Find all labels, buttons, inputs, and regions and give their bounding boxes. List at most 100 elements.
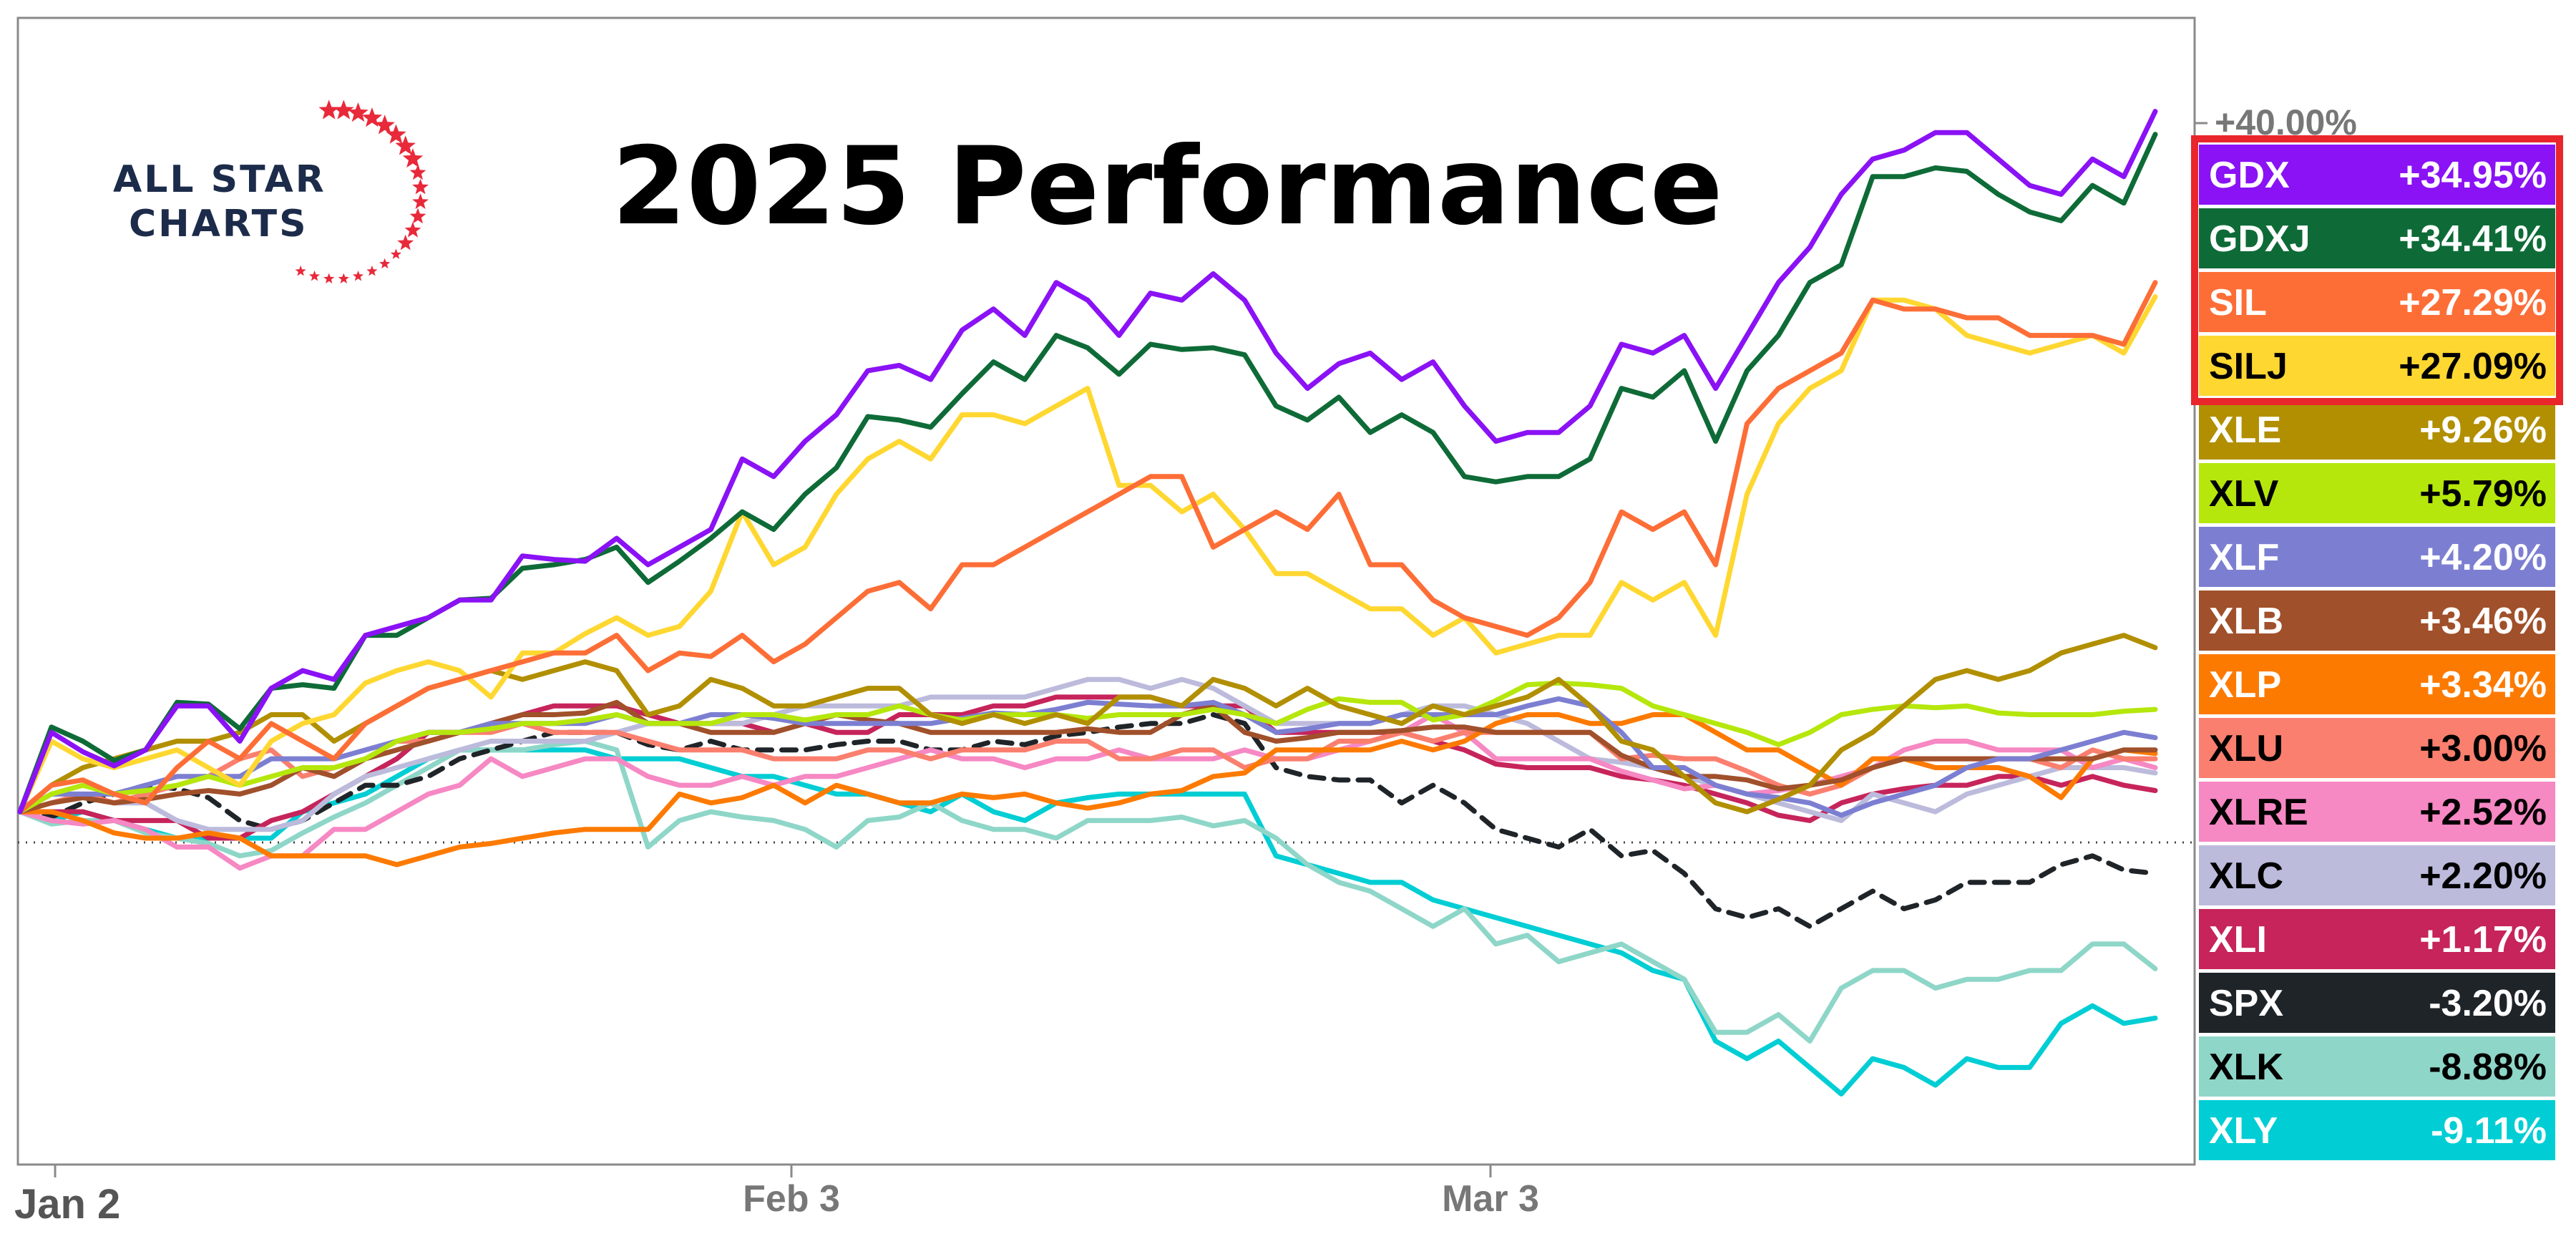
legend-swatch-xlu (2199, 718, 2555, 778)
legend-item-sil: SIL +27.29% (2199, 272, 2555, 332)
legend-value-xly: -9.11% (2431, 1110, 2547, 1152)
legend-swatch-xlf (2199, 527, 2555, 587)
legend-name-xli: XLI (2209, 919, 2267, 961)
series-line-gdx (17, 109, 2158, 815)
legend-swatch-sil (2199, 272, 2555, 332)
logo-star (352, 271, 364, 281)
legend-name-xlf: XLF (2209, 537, 2279, 578)
legend-name-silj: SILJ (2209, 346, 2288, 387)
legend-swatch-silj (2199, 336, 2555, 396)
logo-star (338, 273, 349, 283)
legend-item-spx: SPX -3.20% (2199, 973, 2555, 1033)
logo: ALL STAR CHARTS (113, 99, 429, 283)
legend-name-gdx: GDX (2209, 155, 2290, 196)
legend-name-xlk: XLK (2209, 1046, 2283, 1088)
legend-swatch-xlre (2199, 782, 2555, 842)
series-line-xlp (17, 712, 2158, 868)
legend-value-xlv: +5.79% (2419, 473, 2547, 515)
legend-highlight-box (2191, 135, 2563, 405)
legend-value-xle: +9.26% (2419, 409, 2547, 451)
legend-name-sil: SIL (2209, 282, 2267, 324)
legend-value-xlb: +3.46% (2419, 601, 2547, 642)
series-line-sil (17, 280, 2158, 815)
series-line-xly (17, 747, 2158, 1097)
series-line-xli (17, 694, 2158, 841)
legend-swatch-xlv (2199, 463, 2555, 523)
series-line-spx (17, 712, 2158, 929)
logo-star (361, 107, 383, 127)
logo-star (295, 265, 306, 276)
legend-swatch-xly (2199, 1100, 2555, 1160)
series-line-xlf (17, 696, 2158, 818)
series-line-xlv (17, 680, 2158, 815)
legend-item-xlre: XLRE +2.52% (2199, 782, 2555, 842)
logo-star (386, 124, 406, 144)
legend-name-xlp: XLP (2209, 664, 2281, 706)
logo-star (409, 208, 426, 224)
series-line-silj (17, 293, 2158, 815)
legend-name-gdxj: GDXJ (2209, 218, 2311, 260)
legend-value-xli: +1.17% (2419, 919, 2547, 961)
legend-name-xlv: XLV (2209, 473, 2279, 515)
legend-item-gdxj: GDXJ +34.41% (2199, 208, 2555, 268)
legend-swatch-xle (2199, 399, 2555, 460)
logo-star (402, 148, 424, 168)
logo-star (395, 135, 416, 155)
logo-star-ring (295, 99, 429, 283)
logo-star (409, 164, 426, 180)
legend-value-spx: -3.20% (2429, 983, 2547, 1024)
chart-title: 2025 Performance (612, 125, 1723, 249)
logo-star (404, 221, 421, 238)
x-axis: Jan 2 Feb 3 Mar 3 (14, 1165, 1539, 1228)
legend-swatch-xlk (2199, 1036, 2555, 1097)
logo-star (397, 234, 414, 251)
x-tick-label-mar: Mar 3 (1442, 1178, 1539, 1220)
logo-star (348, 102, 369, 122)
legend-value-xlc: +2.20% (2419, 855, 2547, 897)
legend-item-gdx: GDX +34.95% (2199, 145, 2555, 205)
legend-item-xlf: XLF +4.20% (2199, 527, 2555, 587)
legend-swatch-gdxj (2199, 208, 2555, 268)
logo-star (374, 115, 395, 135)
legend-value-xlf: +4.20% (2419, 537, 2547, 578)
legend-value-silj: +27.09% (2399, 346, 2547, 387)
legend-name-xlc: XLC (2209, 855, 2283, 897)
legend-item-xlv: XLV +5.79% (2199, 463, 2555, 523)
x-tick-label-jan: Jan 2 (14, 1181, 120, 1228)
legend-value-xlre: +2.52% (2419, 792, 2547, 833)
legend-name-xlb: XLB (2209, 601, 2283, 642)
logo-line-2: CHARTS (129, 203, 308, 246)
legend-name-xlu: XLU (2209, 728, 2283, 769)
legend-item-xlc: XLC +2.20% (2199, 845, 2555, 905)
legend-value-xlk: -8.88% (2429, 1046, 2547, 1088)
logo-star (318, 99, 339, 120)
legend-item-xlk: XLK -8.88% (2199, 1036, 2555, 1097)
legend-swatch-spx (2199, 973, 2555, 1033)
legend-name-xle: XLE (2209, 409, 2281, 451)
logo-star (390, 248, 401, 259)
legend-name-spx: SPX (2209, 983, 2283, 1024)
series-line-xlc (17, 676, 2158, 832)
legend-swatch-gdx (2199, 145, 2555, 205)
legend-value-sil: +27.29% (2399, 282, 2547, 324)
logo-star (308, 271, 321, 281)
legend-swatch-xlp (2199, 654, 2555, 714)
logo-star (379, 258, 391, 269)
legend-item-xlb: XLB +3.46% (2199, 591, 2555, 651)
legend-item-xle: XLE +9.26% (2199, 399, 2555, 460)
legend-name-xlre: XLRE (2209, 792, 2308, 833)
logo-star (333, 99, 354, 120)
legend-swatch-xli (2199, 909, 2555, 969)
legend-value-gdx: +34.95% (2399, 155, 2547, 196)
legend: GDX +34.95% GDXJ +34.41% SIL +27.29% SILJ +27.0… (2191, 135, 2563, 1160)
legend-name-xly: XLY (2209, 1110, 2278, 1152)
series-line-xlb (17, 699, 2158, 815)
legend-item-xlp: XLP +3.34% (2199, 654, 2555, 714)
logo-star (412, 193, 429, 209)
x-tick-label-feb: Feb 3 (743, 1178, 840, 1220)
legend-swatch-xlc (2199, 845, 2555, 905)
logo-star (323, 273, 335, 283)
series-line-xlk (17, 739, 2158, 1044)
logo-line-1: ALL STAR (113, 158, 326, 201)
